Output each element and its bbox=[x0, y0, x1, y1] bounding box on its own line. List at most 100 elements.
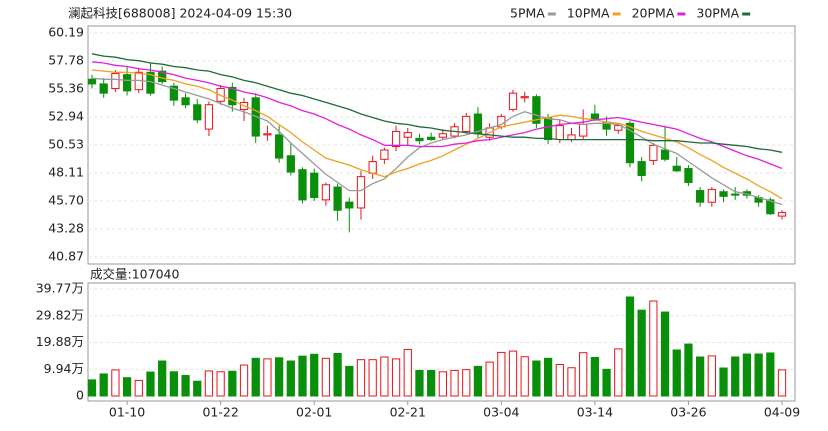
y-tick-label: 19.88万 bbox=[36, 334, 84, 349]
candle-body bbox=[403, 132, 412, 138]
volume-bar bbox=[158, 360, 167, 397]
candle-body bbox=[99, 83, 108, 94]
candle-body bbox=[193, 104, 202, 121]
volume-bar bbox=[754, 353, 763, 397]
candle-body bbox=[660, 149, 670, 160]
candle-body bbox=[333, 186, 342, 211]
volume-bar bbox=[310, 353, 319, 397]
volume-bar bbox=[134, 379, 143, 397]
volume-bar bbox=[520, 356, 529, 397]
volume-bar bbox=[602, 368, 611, 397]
ma-line bbox=[91, 61, 783, 170]
volume-bar bbox=[274, 357, 284, 397]
candle-body bbox=[672, 165, 681, 172]
volume-bar bbox=[345, 365, 354, 397]
volume-bar bbox=[228, 370, 237, 397]
volume-bar bbox=[473, 365, 483, 397]
volume-bar bbox=[169, 371, 178, 397]
volume-bar bbox=[111, 369, 120, 397]
volume-bar bbox=[497, 351, 506, 397]
volume-bar bbox=[438, 371, 447, 397]
volume-bar bbox=[427, 369, 436, 397]
candle-body bbox=[520, 96, 529, 99]
candle-body bbox=[391, 130, 401, 148]
candle-body bbox=[368, 161, 377, 174]
candle-body bbox=[169, 85, 178, 101]
candle-body bbox=[310, 172, 319, 199]
volume-bar bbox=[660, 311, 670, 397]
candle-body bbox=[111, 72, 120, 90]
volume-bar bbox=[216, 371, 225, 397]
y-tick-label: 50.53 bbox=[48, 137, 84, 152]
legend-label: 20PMA bbox=[632, 6, 675, 21]
y-tick-label: 29.82万 bbox=[36, 307, 84, 322]
volume-bar bbox=[415, 369, 424, 397]
candle-body bbox=[263, 133, 272, 136]
candle-body bbox=[625, 122, 635, 164]
x-tick-label: 03-04 bbox=[483, 405, 519, 420]
volume-bar bbox=[696, 356, 705, 397]
volume-bar bbox=[450, 369, 459, 397]
candle-body bbox=[637, 161, 646, 176]
candle-body bbox=[777, 212, 787, 217]
candle-body bbox=[415, 137, 424, 142]
y-tick-label: 48.11 bbox=[48, 165, 84, 180]
volume-bar bbox=[99, 373, 108, 397]
candle-body bbox=[766, 199, 775, 215]
y-tick-label: 45.70 bbox=[48, 193, 84, 208]
volume-bar bbox=[766, 352, 775, 397]
volume-bar bbox=[380, 356, 389, 397]
candle-body bbox=[438, 133, 447, 138]
volume-bar bbox=[567, 367, 576, 397]
volume-bar bbox=[614, 348, 623, 397]
candle-body bbox=[298, 169, 307, 201]
volume-bar bbox=[485, 361, 494, 397]
volume-bar bbox=[391, 358, 401, 397]
volume-bar bbox=[579, 352, 588, 397]
candle-body bbox=[181, 97, 190, 106]
y-tick-label: 40.87 bbox=[48, 249, 84, 264]
candle-body bbox=[508, 92, 518, 110]
volume-bar bbox=[321, 357, 331, 397]
volume-bar bbox=[462, 369, 471, 397]
legend-label: 10PMA bbox=[567, 6, 610, 21]
volume-bar bbox=[649, 300, 658, 397]
volume-bar bbox=[637, 309, 646, 397]
volume-bar bbox=[333, 352, 342, 397]
volume-bar bbox=[239, 364, 249, 397]
candle-body bbox=[555, 125, 564, 141]
volume-bar bbox=[87, 379, 97, 397]
candle-body bbox=[719, 191, 728, 197]
volume-bar bbox=[356, 359, 366, 397]
volume-bar bbox=[286, 360, 295, 397]
legend-label: 5PMA bbox=[510, 6, 545, 21]
x-tick-label: 03-26 bbox=[670, 405, 706, 420]
candle-body bbox=[427, 136, 436, 141]
candle-body bbox=[345, 201, 354, 209]
candle-body bbox=[274, 134, 284, 159]
volume-bar bbox=[146, 371, 155, 397]
volume-bar bbox=[555, 364, 564, 397]
candle-body bbox=[614, 125, 623, 131]
volume-bar bbox=[298, 355, 307, 397]
volume-frame bbox=[87, 282, 796, 402]
volume-bar bbox=[532, 360, 541, 397]
volume-bar bbox=[777, 369, 787, 397]
candle-body bbox=[696, 190, 705, 203]
volume-bar bbox=[742, 353, 752, 397]
volume-bar bbox=[263, 358, 272, 397]
candle-body bbox=[204, 104, 214, 130]
candle-body bbox=[356, 176, 366, 209]
ma-line bbox=[91, 69, 783, 200]
candle-body bbox=[321, 184, 331, 201]
x-tick-label: 01-10 bbox=[109, 405, 145, 420]
volume-bar bbox=[204, 370, 214, 397]
volume-bar bbox=[251, 357, 260, 397]
y-tick-label: 0 bbox=[76, 388, 84, 403]
volume-bar bbox=[707, 355, 716, 397]
candle-body bbox=[122, 74, 132, 92]
candle-body bbox=[228, 86, 237, 106]
candle-body bbox=[684, 168, 693, 183]
volume-bar bbox=[543, 357, 553, 397]
x-tick-label: 04-09 bbox=[764, 405, 800, 420]
